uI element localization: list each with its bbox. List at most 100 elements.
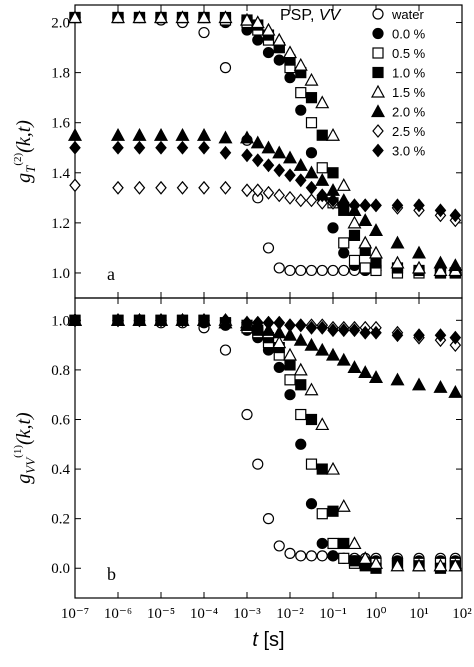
marker <box>262 513 275 525</box>
legend-marker <box>370 104 386 118</box>
marker <box>411 260 427 274</box>
marker <box>433 255 448 269</box>
marker <box>241 315 253 330</box>
marker <box>284 374 296 386</box>
marker <box>272 32 287 46</box>
marker <box>316 129 328 141</box>
marker <box>325 347 341 361</box>
marker <box>284 264 296 277</box>
marker <box>176 140 189 155</box>
x-tick-label: 10² <box>452 606 472 622</box>
marker <box>370 325 382 340</box>
marker <box>262 158 275 173</box>
marker <box>284 318 296 333</box>
marker <box>294 193 307 208</box>
marker <box>293 158 308 171</box>
y-tick-label: 0.2 <box>51 512 70 528</box>
marker <box>175 10 190 24</box>
marker <box>112 140 124 155</box>
marker <box>273 262 285 274</box>
marker <box>218 130 233 144</box>
marker <box>305 193 318 208</box>
marker <box>273 188 286 203</box>
marker <box>327 264 339 277</box>
marker <box>337 323 350 338</box>
marker <box>347 536 362 550</box>
marker <box>316 320 329 335</box>
marker <box>390 372 405 386</box>
x-tick-label: 10⁻² <box>276 606 304 622</box>
marker <box>449 330 462 345</box>
marker <box>327 167 339 179</box>
marker <box>196 127 212 141</box>
marker <box>282 347 298 361</box>
marker <box>449 338 462 353</box>
marker <box>219 313 232 328</box>
marker <box>241 148 253 163</box>
marker <box>155 140 167 155</box>
marker <box>315 417 330 431</box>
legend-marker <box>372 143 384 158</box>
marker <box>336 178 351 191</box>
marker <box>316 264 328 277</box>
marker <box>390 235 405 249</box>
marker <box>284 168 296 183</box>
marker <box>336 499 351 512</box>
marker <box>294 173 307 188</box>
marker <box>67 127 83 141</box>
marker <box>305 117 318 129</box>
marker <box>218 10 233 24</box>
marker <box>110 127 126 141</box>
y-label-sup: (2) <box>12 153 24 166</box>
marker <box>293 332 308 346</box>
marker <box>67 10 83 24</box>
panel-letter: b <box>107 564 116 584</box>
marker <box>239 130 255 144</box>
marker <box>273 315 286 330</box>
marker <box>282 327 298 341</box>
marker <box>391 198 404 213</box>
marker <box>347 215 362 229</box>
marker <box>293 57 308 71</box>
marker <box>250 15 265 29</box>
legend-label: 1.5 % <box>392 85 426 100</box>
x-tick-label: 10⁰ <box>365 606 386 622</box>
marker <box>132 10 147 24</box>
plot-frame <box>74 297 463 599</box>
marker <box>305 320 318 335</box>
marker <box>338 552 350 564</box>
marker <box>252 458 264 470</box>
marker <box>305 458 318 470</box>
legend-marker <box>372 27 384 40</box>
marker <box>316 508 328 520</box>
marker <box>198 140 210 155</box>
marker <box>112 180 124 195</box>
marker <box>358 551 373 564</box>
marker <box>411 558 427 572</box>
y-label-sub: VV <box>23 456 38 474</box>
series <box>69 140 462 223</box>
y-tick-label: 1.2 <box>51 216 70 232</box>
marker <box>413 328 425 343</box>
marker <box>219 344 232 356</box>
y-label-sub: T <box>23 165 38 173</box>
marker <box>337 195 350 210</box>
series <box>69 178 462 228</box>
y-tick-label: 0.0 <box>51 561 70 577</box>
marker <box>196 10 212 24</box>
series <box>69 314 461 567</box>
marker <box>272 335 287 349</box>
marker <box>295 438 307 450</box>
y-axis-label: gVV(1)(k,t) <box>12 412 38 484</box>
marker <box>284 72 296 84</box>
marker <box>305 498 318 510</box>
marker <box>153 127 169 141</box>
marker <box>434 328 447 343</box>
x-tick-label: 10⁻¹ <box>319 606 346 622</box>
marker <box>391 328 404 343</box>
marker <box>262 185 275 200</box>
marker <box>327 550 339 562</box>
marker <box>348 254 361 267</box>
marker <box>241 183 253 198</box>
legend-label: 0.5 % <box>392 46 426 61</box>
